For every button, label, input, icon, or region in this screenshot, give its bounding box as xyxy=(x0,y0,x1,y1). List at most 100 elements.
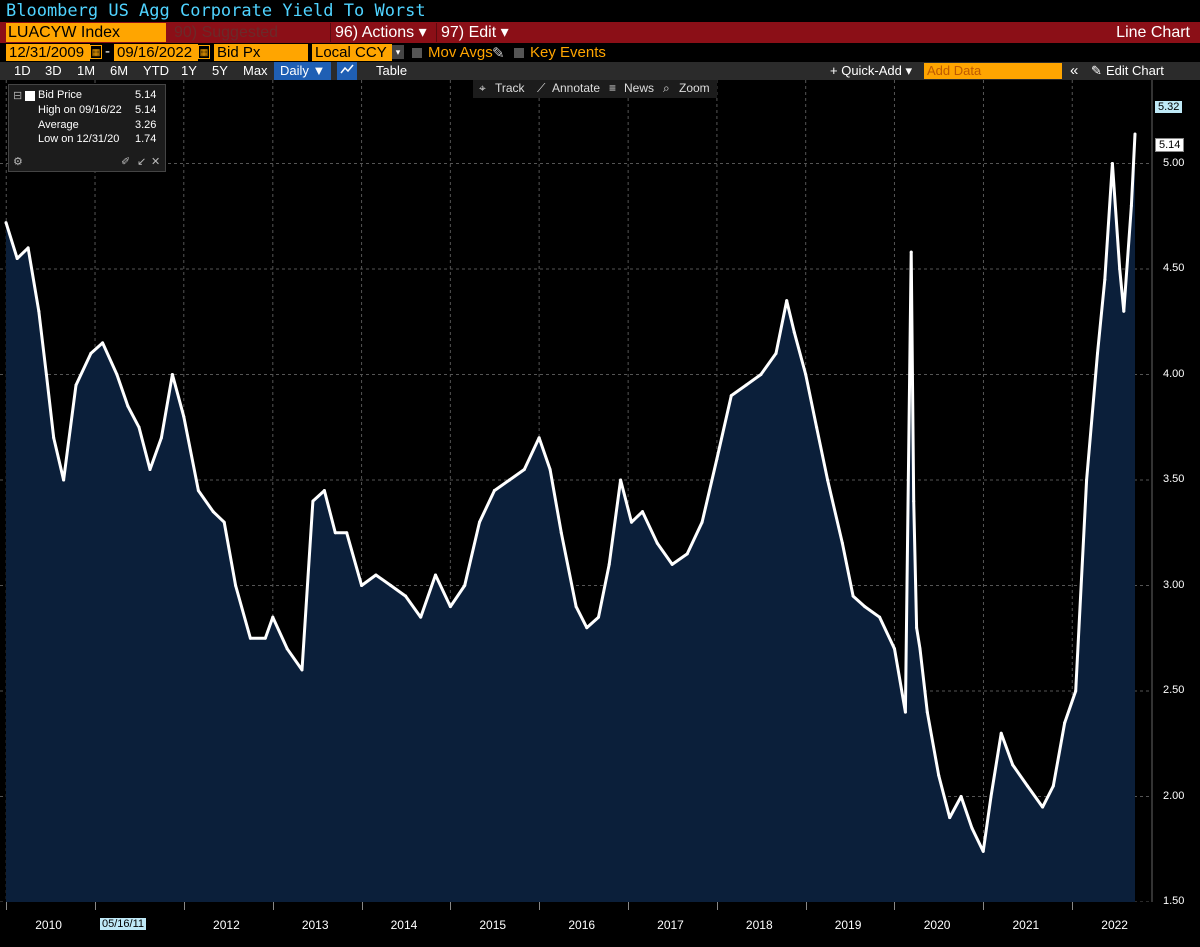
close-icon[interactable]: ✕ xyxy=(151,156,161,168)
x-tick-mark xyxy=(805,902,807,910)
data-point xyxy=(1129,204,1133,208)
data-point xyxy=(630,520,634,524)
chevron-down-icon[interactable]: ▾ xyxy=(392,45,404,59)
data-point xyxy=(999,731,1003,735)
series-area-fill xyxy=(6,134,1135,902)
data-point xyxy=(89,351,93,355)
shrink-icon[interactable]: ↙ xyxy=(137,156,147,168)
line-chart-icon[interactable] xyxy=(337,62,357,80)
data-point xyxy=(863,605,867,609)
pin-icon[interactable]: ✐ xyxy=(121,156,131,168)
data-point xyxy=(248,636,252,640)
range-1y[interactable]: 1Y xyxy=(181,63,197,78)
data-point xyxy=(170,373,174,377)
series-line[interactable] xyxy=(4,133,1137,853)
key-events-checkbox[interactable] xyxy=(514,48,524,58)
data-point xyxy=(759,373,763,377)
data-point xyxy=(925,710,929,714)
data-point xyxy=(101,341,105,345)
data-point xyxy=(37,309,41,313)
range-ytd[interactable]: YTD xyxy=(143,63,169,78)
key-events-label[interactable]: Key Events xyxy=(530,44,606,61)
table-button[interactable]: Table xyxy=(376,63,408,78)
x-tick-mark xyxy=(450,902,452,910)
add-data-input[interactable]: Add Data xyxy=(924,63,1062,79)
crosshair-icon[interactable]: ⌖ xyxy=(479,81,486,95)
actions-menu[interactable]: 96) Actions ▾ xyxy=(330,23,434,42)
ticker-input[interactable]: LUACYW Index xyxy=(6,23,166,42)
start-date-field[interactable]: 12/31/2009 xyxy=(6,44,90,61)
cursor-date-tag: 05/16/11 xyxy=(100,918,147,930)
x-tick-mark xyxy=(361,902,363,910)
y-tick-label: 3.00 xyxy=(1163,578,1185,591)
data-point xyxy=(912,499,916,503)
range-3d[interactable]: 3D xyxy=(45,63,62,78)
x-tick-mark xyxy=(983,902,985,910)
range-max[interactable]: Max xyxy=(243,63,268,78)
data-point xyxy=(607,562,611,566)
annotate-button[interactable]: Annotate xyxy=(552,81,601,95)
mov-avgs-checkbox[interactable] xyxy=(412,48,422,58)
data-point xyxy=(1041,805,1045,809)
view-type-label: Line Chart xyxy=(1116,24,1190,41)
x-tick-label: 2012 xyxy=(213,918,240,932)
calendar-icon[interactable]: ▦ xyxy=(90,45,102,59)
data-point xyxy=(537,436,541,440)
news-icon[interactable]: ≡ xyxy=(609,81,617,95)
data-point xyxy=(1025,784,1029,788)
chart-area[interactable] xyxy=(0,80,1200,902)
range-5y[interactable]: 5Y xyxy=(212,63,228,78)
track-button[interactable]: Track xyxy=(495,81,525,95)
data-point xyxy=(574,605,578,609)
x-tick-mark xyxy=(894,902,896,910)
legend-average-label: Average xyxy=(38,119,79,131)
range-1d[interactable]: 1D xyxy=(14,63,31,78)
y-tick-label: 4.50 xyxy=(1163,262,1185,275)
data-point xyxy=(1118,267,1122,271)
end-date-field[interactable]: 09/16/2022 xyxy=(114,44,198,61)
range-6m[interactable]: 6M xyxy=(110,63,129,78)
x-tick-mark xyxy=(95,902,97,910)
x-tick-label: 2018 xyxy=(745,918,773,932)
collapse-icon[interactable]: ⊟ xyxy=(13,90,23,102)
y-tick-label: 3.50 xyxy=(1163,473,1185,485)
range-1m[interactable]: 1M xyxy=(77,63,96,78)
x-tick-label: 2014 xyxy=(390,918,418,932)
legend-low-value: 1.74 xyxy=(135,133,157,145)
y-tick-label: 2.00 xyxy=(1163,789,1185,802)
y-tick-label: 5.00 xyxy=(1163,156,1185,169)
x-tick-label: 2017 xyxy=(657,918,684,932)
annotate-icon[interactable]: ⟋ xyxy=(537,81,546,95)
data-point xyxy=(271,615,275,619)
data-point xyxy=(333,531,337,535)
data-point xyxy=(300,668,304,672)
news-button[interactable]: News xyxy=(624,81,655,95)
pencil-icon[interactable]: ✎ xyxy=(492,45,505,62)
zoom-button[interactable]: Zoom xyxy=(679,81,710,95)
frequency-selector[interactable]: Daily ▼ xyxy=(274,62,332,80)
gear-icon[interactable]: ⚙ xyxy=(13,156,23,168)
data-point xyxy=(909,250,913,254)
data-point xyxy=(522,467,526,471)
currency-selector[interactable]: Local CCY xyxy=(312,44,392,61)
suggested-charts-button[interactable]: 90) Suggested Charts xyxy=(174,24,279,60)
data-point xyxy=(655,541,659,545)
field-selector[interactable]: Bid Px xyxy=(214,44,308,61)
pencil-icon[interactable]: ✎ xyxy=(1091,63,1102,78)
command-toolbar: LUACYW Index 90) Suggested Charts 96) Ac… xyxy=(0,22,1200,60)
date-separator: - xyxy=(105,43,110,60)
data-point xyxy=(126,404,130,408)
mov-avgs-label[interactable]: Mov Avgs xyxy=(428,44,493,61)
calendar-icon[interactable]: ▦ xyxy=(198,45,210,59)
legend-high-label: High on 09/16/22 xyxy=(38,104,122,116)
data-point xyxy=(311,499,315,503)
edit-menu[interactable]: 97) Edit ▾ xyxy=(436,23,512,42)
x-tick-label: 2022 xyxy=(1101,918,1128,932)
collapse-button[interactable]: « xyxy=(1070,62,1079,79)
quick-add-button[interactable]: + Quick-Add ▾ xyxy=(830,63,913,78)
data-point xyxy=(4,221,8,225)
data-point xyxy=(389,584,393,588)
zoom-icon[interactable]: ⌕ xyxy=(663,81,670,95)
data-point xyxy=(851,594,855,598)
edit-chart-button[interactable]: Edit Chart xyxy=(1106,63,1164,78)
